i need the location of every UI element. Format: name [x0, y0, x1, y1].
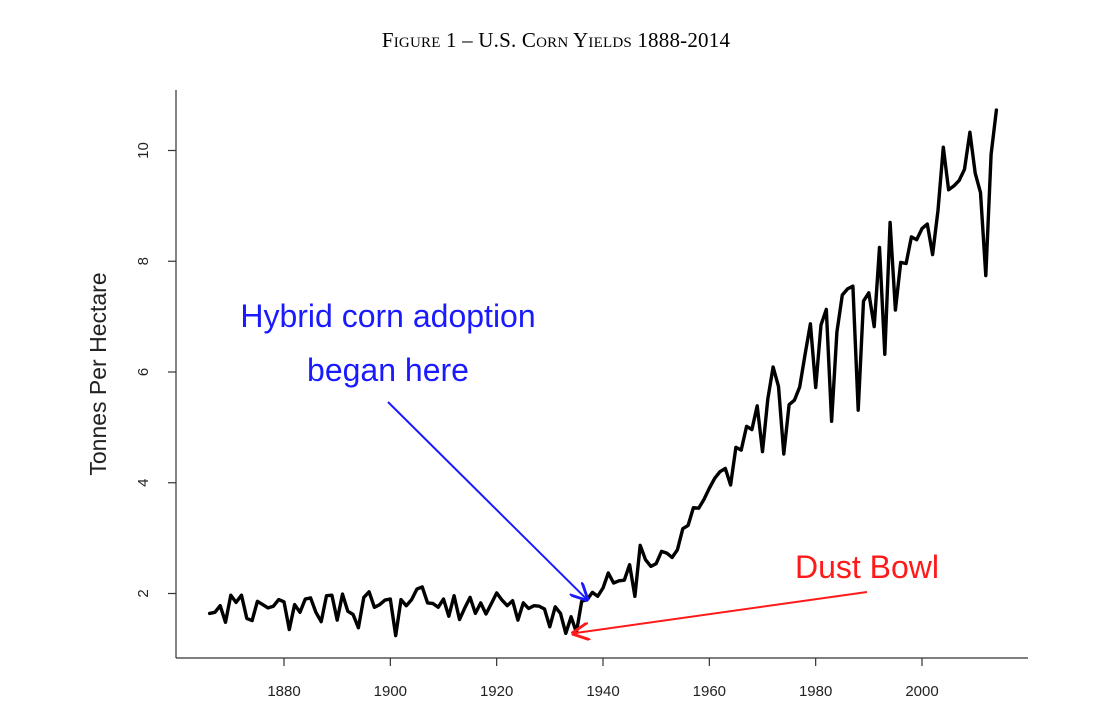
x-tick-label: 1940	[586, 683, 619, 700]
figure-title: Figure 1 – U.S. Corn Yields 1888-2014	[381, 28, 731, 52]
y-tick-label: 8	[135, 257, 152, 265]
annotation-hybrid-line-2: began here	[307, 352, 469, 388]
annotation-hybrid-line-1: Hybrid corn adoption	[240, 298, 535, 334]
x-tick-label: 1880	[267, 683, 300, 700]
annotation-dust-bowl-arrow	[573, 591, 868, 633]
y-tick-label: 6	[135, 368, 152, 376]
x-tick-label: 1960	[693, 683, 726, 700]
y-axis-label: Tonnes Per Hectare	[85, 272, 111, 475]
annotation-dust-bowl-label: Dust Bowl	[795, 549, 939, 585]
series-line-corn-yield	[207, 108, 999, 638]
y-tick-label: 10	[135, 142, 152, 159]
x-tick-label: 1980	[799, 683, 832, 700]
x-tick-label: 1920	[480, 683, 513, 700]
x-axis-ticks: 1880 1900 1920 1940 1960 1980 2000	[267, 658, 939, 700]
annotation-dust-bowl: Dust Bowl	[573, 549, 939, 633]
y-tick-label: 2	[135, 589, 152, 597]
y-tick-label: 4	[135, 479, 152, 487]
annotation-hybrid-corn: Hybrid corn adoption began here	[240, 298, 587, 600]
x-tick-label: 2000	[905, 683, 938, 700]
annotation-hybrid-arrow	[387, 401, 587, 600]
x-tick-label: 1900	[374, 683, 407, 700]
y-axis-ticks: 2 4 6 8 10	[135, 142, 176, 598]
